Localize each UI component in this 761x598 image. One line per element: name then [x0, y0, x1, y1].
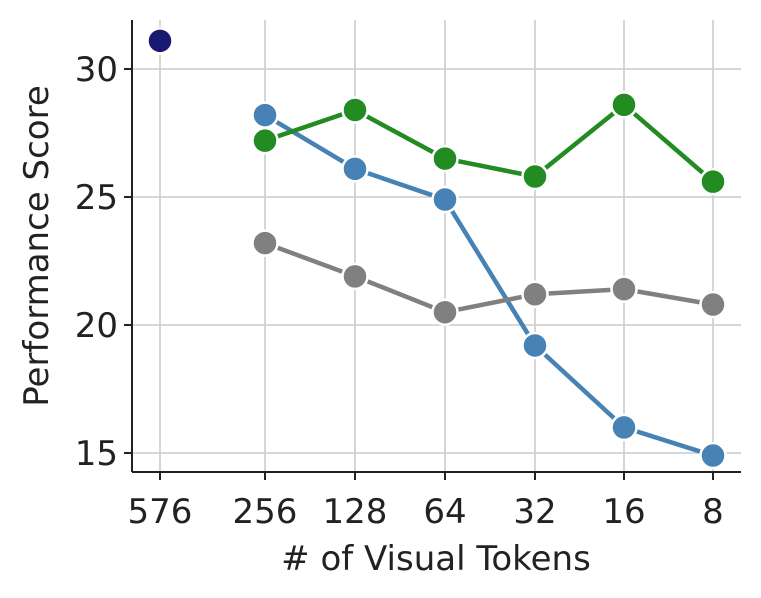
y-axis-title: Performance Score	[17, 85, 57, 407]
x-tick-label: 8	[702, 492, 724, 532]
y-tick-label: 25	[75, 178, 118, 218]
data-point	[251, 229, 279, 257]
x-tick-label: 32	[513, 492, 556, 532]
data-point	[341, 96, 369, 124]
data-point	[251, 101, 279, 129]
series-line	[262, 112, 716, 458]
data-point	[341, 262, 369, 291]
data-point	[610, 275, 638, 303]
data-point	[431, 185, 459, 214]
series-1	[146, 27, 174, 55]
x-tick-label: 256	[233, 492, 298, 532]
tick-labels: 576 256 128 64 32 16 8 15 20 25 30	[75, 50, 724, 532]
data-point	[699, 441, 727, 470]
data-point	[341, 155, 369, 183]
y-tick-label: 30	[75, 50, 118, 90]
y-tick-label: 15	[75, 434, 118, 474]
x-tick-label: 128	[323, 492, 388, 532]
data-point	[521, 162, 549, 191]
data-point	[610, 413, 638, 442]
x-tick-label: 16	[602, 492, 645, 532]
series-line	[262, 240, 716, 315]
data-point	[699, 290, 727, 319]
series-4	[251, 229, 727, 326]
x-tick-label: 64	[423, 492, 466, 532]
series-layer	[146, 27, 727, 470]
data-point	[521, 331, 549, 360]
data-point	[431, 144, 459, 173]
series-2	[251, 101, 727, 470]
data-point	[699, 167, 727, 196]
x-tick-label: 576	[128, 492, 193, 532]
axes	[124, 20, 741, 480]
y-tick-label: 20	[75, 306, 118, 346]
series-line	[262, 102, 716, 184]
x-axis-title: # of Visual Tokens	[281, 539, 591, 579]
data-point	[431, 298, 459, 326]
data-point	[521, 280, 549, 309]
data-point	[146, 27, 174, 55]
series-3	[251, 91, 727, 196]
data-point	[610, 91, 638, 119]
grid	[132, 20, 741, 472]
data-point	[251, 126, 279, 155]
